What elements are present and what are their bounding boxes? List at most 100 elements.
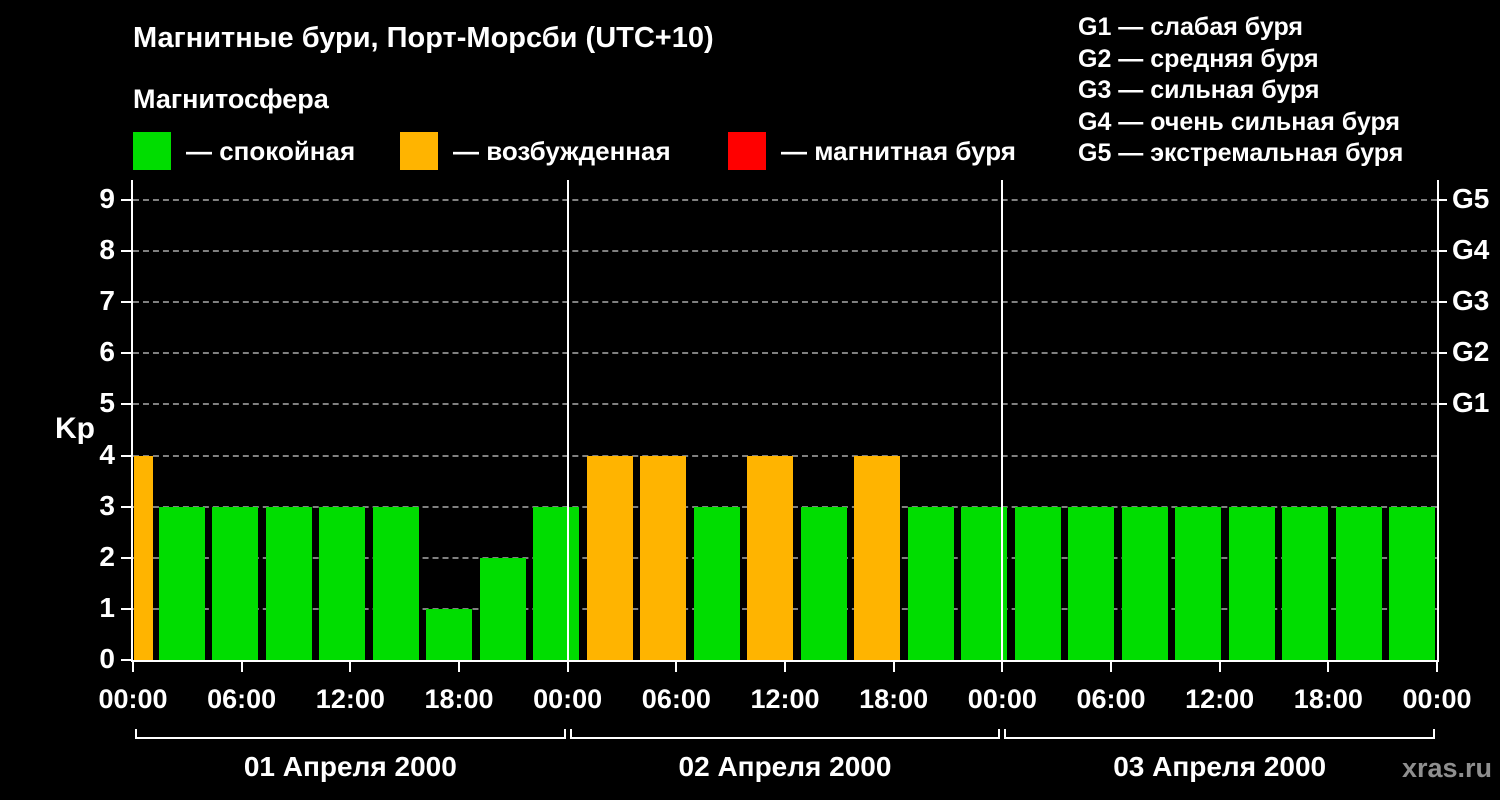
y-tick <box>121 607 132 610</box>
y-tick-right <box>1438 250 1447 253</box>
day-bracket-cap <box>998 729 1001 739</box>
kp-bar <box>533 506 580 660</box>
day-bracket-cap <box>1433 729 1435 739</box>
watermark: xras.ru <box>1401 753 1492 783</box>
y-tick <box>121 556 132 559</box>
y-tick-right <box>1438 301 1447 304</box>
day-bracket-line <box>135 737 566 739</box>
y-axis-title: Kp <box>55 412 95 445</box>
legend-item-calm: — спокойная <box>133 130 355 172</box>
y-axis-line <box>131 180 133 662</box>
y-tick-right <box>1438 352 1447 355</box>
kp-bar <box>1335 506 1382 660</box>
x-tick <box>1436 662 1438 672</box>
x-tick-label: 06:00 <box>641 684 711 714</box>
kp-bar <box>800 506 847 660</box>
y-tick <box>121 454 132 457</box>
y-tick <box>121 352 132 355</box>
kp-bar <box>854 455 901 660</box>
y-tick-right <box>1438 403 1447 406</box>
day-bracket-cap <box>563 729 566 739</box>
y-tick <box>121 659 132 661</box>
x-tick-label: 18:00 <box>859 684 929 714</box>
kp-bar <box>907 506 954 660</box>
legend-label-excited: — возбужденная <box>453 135 671 166</box>
day-boundary-line <box>1001 180 1004 660</box>
y-tick-label: 6 <box>99 336 115 368</box>
y-tick <box>121 301 132 304</box>
magnetosphere-heading: Магнитосфера <box>133 84 329 114</box>
gridline <box>133 199 1437 201</box>
kp-bar <box>479 557 526 660</box>
g-tick-label: G1 <box>1452 387 1490 419</box>
g-legend-entry-g1: G1 — слабая буря <box>1078 13 1304 41</box>
y-tick <box>121 505 132 508</box>
kp-bar <box>372 506 419 660</box>
x-tick <box>458 662 460 672</box>
y-tick-label: 3 <box>99 489 115 521</box>
x-tick <box>240 662 243 672</box>
kp-bar <box>1228 506 1275 660</box>
kp-bar <box>747 455 794 660</box>
g-tick-label: G5 <box>1452 183 1490 214</box>
excited-color-swatch <box>400 132 438 170</box>
kp-bar <box>212 506 259 660</box>
day-label: 02 Апреля 2000 <box>678 751 892 782</box>
x-tick-label: 12:00 <box>1185 684 1255 714</box>
y-tick-label: 7 <box>99 285 115 317</box>
kp-bar <box>1121 506 1168 660</box>
legend-item-excited: — возбужденная <box>400 130 671 172</box>
x-tick <box>1001 662 1004 672</box>
kp-bar <box>265 506 312 660</box>
g-scale-legend: G1 — слабая буря G2 — средняя буря G3 — … <box>1078 12 1403 170</box>
x-tick <box>1327 662 1330 672</box>
x-axis-line <box>131 660 1439 662</box>
g-legend-entry-g2: G2 — средняя буря <box>1078 44 1319 73</box>
y-tick <box>121 250 132 253</box>
g-tick-label: G4 <box>1452 234 1490 266</box>
gridline <box>133 352 1437 355</box>
kp-bar <box>1068 506 1115 660</box>
g-legend-entry-g3: G3 — сильная буря <box>1078 76 1320 105</box>
kp-bar <box>961 506 1008 660</box>
x-tick <box>784 662 786 672</box>
x-tick-label: 00:00 <box>98 684 168 714</box>
kp-bar <box>1282 506 1329 660</box>
x-tick-label: 12:00 <box>315 684 385 714</box>
gridline <box>133 301 1437 304</box>
x-tick-label: 00:00 <box>967 684 1037 714</box>
day-label: 03 Апреля 2000 <box>1113 751 1327 782</box>
day-bracket-line <box>1004 737 1435 739</box>
x-tick <box>675 662 678 672</box>
x-tick-label: 00:00 <box>533 684 603 714</box>
g-tick-label: G2 <box>1452 336 1490 368</box>
y-tick-label: 2 <box>99 540 115 572</box>
x-tick <box>1110 662 1112 672</box>
y-tick-label: 9 <box>99 183 115 214</box>
x-tick-label: 18:00 <box>1293 684 1363 714</box>
kp-bar <box>319 506 366 660</box>
day-bracket-cap <box>135 729 137 739</box>
x-tick-label: 00:00 <box>1402 684 1472 714</box>
kp-bar <box>1014 506 1061 660</box>
chart-title: Магнитные бури, Порт-Морсби (UTC+10) <box>133 22 714 54</box>
legend-item-storm: — магнитная буря <box>728 130 1016 172</box>
y-tick <box>121 199 132 201</box>
y-tick-label: 0 <box>99 643 115 674</box>
x-tick <box>892 662 895 672</box>
y-tick-label: 5 <box>99 387 115 419</box>
x-tick <box>1218 662 1221 672</box>
x-tick <box>349 662 352 672</box>
y-tick-right <box>1438 199 1447 201</box>
y-tick <box>121 403 132 406</box>
g-tick-label: G3 <box>1452 285 1490 317</box>
day-label: 01 Апреля 2000 <box>243 751 457 782</box>
kp-bar <box>586 455 633 660</box>
calm-color-swatch <box>133 132 171 170</box>
day-boundary-line <box>566 180 569 660</box>
day-bracket-cap <box>569 729 572 739</box>
gridline <box>133 403 1437 406</box>
x-tick-label: 06:00 <box>207 684 277 714</box>
kp-bar <box>640 455 687 660</box>
